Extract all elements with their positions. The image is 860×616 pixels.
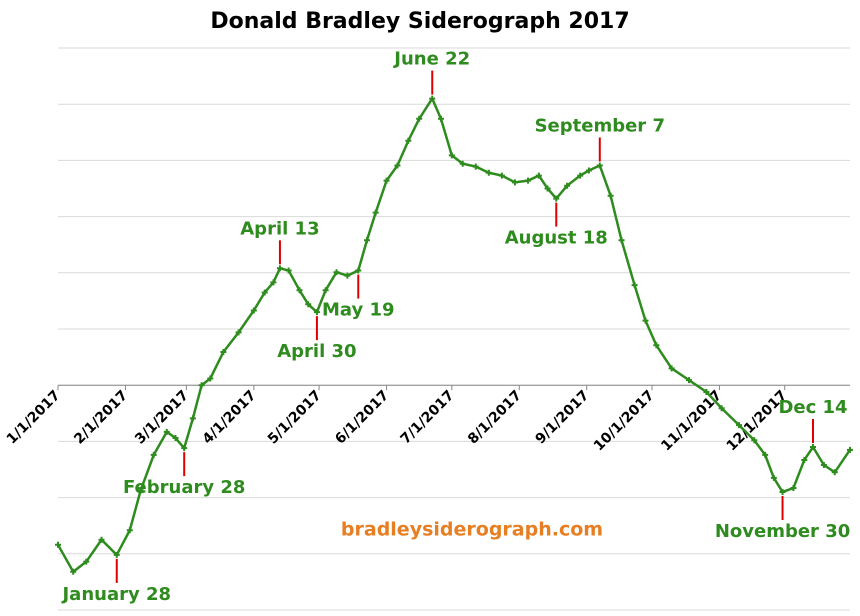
point-marker [372, 209, 379, 216]
point-marker [137, 487, 144, 494]
point-marker [363, 237, 370, 244]
point-marker [524, 177, 531, 184]
x-tick-label: 2/1/2017 [71, 388, 131, 448]
point-marker [189, 415, 196, 422]
point-marker [70, 568, 77, 575]
point-marker [235, 329, 242, 336]
point-marker [296, 287, 303, 294]
point-marker [596, 162, 603, 169]
annotation-label: January 28 [60, 584, 171, 605]
point-marker [770, 474, 777, 481]
annotation-label: Dec 14 [778, 397, 847, 418]
point-marker [577, 172, 584, 179]
x-tick-label: 6/1/2017 [332, 388, 392, 448]
point-marker [383, 177, 390, 184]
point-marker [553, 195, 560, 202]
point-marker [55, 541, 61, 548]
point-marker [98, 536, 105, 543]
annotation-label: November 30 [715, 521, 850, 542]
point-marker [535, 172, 542, 179]
point-marker [631, 282, 638, 289]
chart-title: Donald Bradley Siderograph 2017 [210, 9, 629, 34]
point-marker [429, 95, 436, 102]
point-marker [607, 192, 614, 199]
point-marker [270, 279, 277, 286]
x-tick-label: 5/1/2017 [265, 388, 325, 448]
x-tick-label: 8/1/2017 [465, 388, 525, 448]
point-marker [585, 167, 592, 174]
point-marker [198, 382, 205, 389]
point-marker [779, 488, 786, 495]
annotation-label: August 18 [505, 228, 608, 249]
point-marker [261, 289, 268, 296]
point-marker [448, 152, 455, 159]
point-marker [405, 137, 412, 144]
point-marker [718, 405, 725, 412]
point-marker [163, 428, 170, 435]
x-tick-label: 10/1/2017 [591, 388, 658, 455]
annotation-label: May 19 [322, 300, 395, 321]
point-marker [172, 435, 179, 442]
x-tick-label: 4/1/2017 [200, 388, 260, 448]
point-marker [831, 469, 838, 476]
point-marker [790, 485, 797, 492]
x-tick-label: 11/1/2017 [658, 388, 725, 455]
point-marker [736, 422, 743, 429]
point-marker [810, 444, 817, 451]
annotation-label: September 7 [535, 115, 665, 136]
point-marker [685, 377, 692, 384]
point-marker [181, 445, 188, 452]
x-tick-label: 9/1/2017 [532, 388, 592, 448]
point-marker [207, 375, 214, 382]
point-marker [544, 185, 551, 192]
point-marker [416, 115, 423, 122]
annotation-label: April 30 [277, 341, 356, 362]
x-tick-label: 1/1/2017 [4, 388, 64, 448]
annotation-label: February 28 [123, 477, 245, 498]
point-marker [820, 462, 827, 469]
watermark: bradleysiderograph.com [341, 519, 603, 541]
point-marker [305, 301, 312, 308]
point-marker [703, 388, 710, 395]
point-marker [459, 160, 466, 167]
point-marker [285, 267, 292, 274]
point-marker [498, 172, 505, 179]
point-marker [564, 182, 571, 189]
point-marker [668, 365, 675, 372]
point-marker [751, 437, 758, 444]
point-marker [762, 451, 769, 458]
point-marker [220, 349, 227, 356]
point-marker [113, 551, 120, 558]
annotation-label: June 22 [392, 49, 470, 70]
point-marker [653, 342, 660, 349]
point-marker [322, 287, 329, 294]
point-marker [511, 179, 518, 186]
point-marker [485, 169, 492, 176]
point-marker [801, 456, 808, 463]
point-marker [437, 115, 444, 122]
point-marker [313, 309, 320, 316]
x-tick-label: 7/1/2017 [398, 388, 458, 448]
point-marker [394, 162, 401, 169]
point-marker [126, 527, 133, 534]
point-marker [150, 451, 157, 458]
series-line [56, 95, 852, 574]
point-marker [642, 317, 649, 324]
point-marker [333, 269, 340, 276]
point-marker [355, 267, 362, 274]
point-marker [344, 272, 351, 279]
point-marker [618, 237, 625, 244]
point-marker [250, 307, 257, 314]
point-marker [83, 558, 90, 565]
point-marker [276, 265, 283, 272]
point-marker [472, 163, 479, 170]
annotation-label: April 13 [240, 218, 319, 239]
point-marker [847, 446, 853, 453]
